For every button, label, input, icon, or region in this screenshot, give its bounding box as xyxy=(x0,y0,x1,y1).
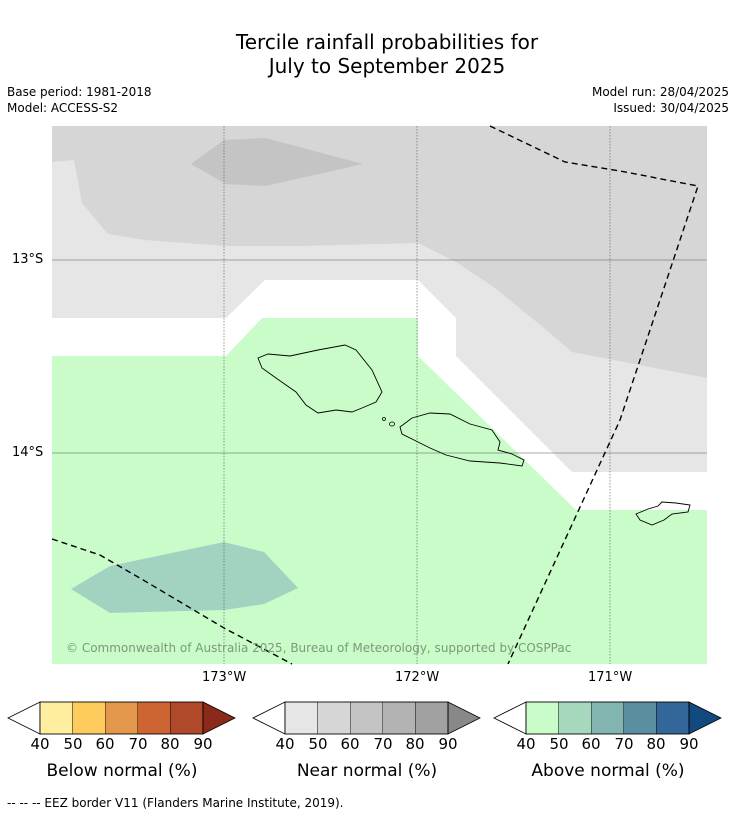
colorbar-segment xyxy=(170,701,204,735)
tick-label: 90 xyxy=(193,735,213,753)
model-run: Model run: 28/04/2025 xyxy=(591,85,729,99)
colorbar-segment xyxy=(525,701,559,735)
upolu-island xyxy=(399,412,525,467)
colorbar-segment xyxy=(590,701,624,735)
legend-above-normal xyxy=(493,701,722,735)
colorbar-segment xyxy=(558,701,592,735)
tick-label: 80 xyxy=(405,735,425,753)
tick-label: 70 xyxy=(373,735,393,753)
tick-label: 80 xyxy=(646,735,666,753)
savaii-island xyxy=(257,344,383,414)
tick-label: 90 xyxy=(679,735,699,753)
colorbar-segment xyxy=(656,701,690,735)
colorbar-segment xyxy=(349,701,383,735)
lon-label-171w: 171°W xyxy=(588,670,633,685)
lat-label-13s: 13°S xyxy=(12,252,44,267)
colorbar-max-arrow xyxy=(202,701,236,735)
near-normal-50-region xyxy=(52,126,707,378)
colorbar-segment xyxy=(137,701,171,735)
colorbar-min-arrow xyxy=(252,701,286,735)
colorbar-max-arrow xyxy=(447,701,481,735)
colorbar-segment xyxy=(382,701,416,735)
tick-label: 40 xyxy=(275,735,295,753)
copyright-credit: © Commonwealth of Australia 2025, Bureau… xyxy=(66,641,572,655)
colorbar-segment xyxy=(39,701,73,735)
above-normal-50-region xyxy=(71,542,298,613)
gridlines xyxy=(52,126,707,664)
colorbar-min-arrow xyxy=(7,701,41,735)
near-normal-60-region xyxy=(191,138,363,186)
legend-near-normal xyxy=(252,701,481,735)
colorbar-frame xyxy=(39,701,204,735)
model-name: Model: ACCESS-S2 xyxy=(7,101,119,115)
tutuila-island xyxy=(635,501,691,526)
lon-label-173w: 173°W xyxy=(202,670,247,685)
colorbar-segment xyxy=(317,701,351,735)
meta-right: Model run: 28/04/2025 Issued: 30/04/2025 xyxy=(592,84,729,116)
tick-label: 70 xyxy=(128,735,148,753)
meta-left: Base period: 1981-2018 Model: ACCESS-S2 xyxy=(7,84,152,116)
tick-label: 50 xyxy=(63,735,83,753)
colorbar-segment xyxy=(415,701,449,735)
apolima-island xyxy=(389,421,395,427)
tick-label: 50 xyxy=(549,735,569,753)
issued-date: Issued: 30/04/2025 xyxy=(613,101,729,115)
colorbar-segment xyxy=(104,701,138,735)
colorbar-frame xyxy=(525,701,690,735)
tick-label: 70 xyxy=(614,735,634,753)
title-line-1: Tercile rainfall probabilities for xyxy=(235,30,539,54)
map-title: Tercile rainfall probabilities for July … xyxy=(0,30,736,78)
colorbar-segment xyxy=(623,701,657,735)
tick-label: 60 xyxy=(581,735,601,753)
tick-label: 60 xyxy=(340,735,360,753)
base-period: Base period: 1981-2018 xyxy=(7,85,152,99)
manono-island xyxy=(382,417,386,421)
legend-title-above: Above normal (%) xyxy=(531,761,685,781)
legend-title-below: Below normal (%) xyxy=(46,761,198,781)
colorbar-frame xyxy=(284,701,449,735)
colorbar-segment xyxy=(284,701,318,735)
lat-label-14s: 14°S xyxy=(12,445,44,460)
eez-footnote: -- -- -- EEZ border V11 (Flanders Marine… xyxy=(7,796,344,810)
colorbar-segment xyxy=(72,701,106,735)
tick-label: 90 xyxy=(438,735,458,753)
tick-label: 60 xyxy=(95,735,115,753)
colorbar-min-arrow xyxy=(493,701,527,735)
tick-label: 40 xyxy=(30,735,50,753)
legend-below-normal xyxy=(7,701,236,735)
tick-label: 40 xyxy=(516,735,536,753)
tick-label: 80 xyxy=(160,735,180,753)
colorbar-max-arrow xyxy=(688,701,722,735)
lon-label-172w: 172°W xyxy=(395,670,440,685)
title-line-2: July to September 2025 xyxy=(268,54,506,78)
legend-title-near: Near normal (%) xyxy=(296,761,438,781)
eez-border xyxy=(51,125,699,665)
tick-label: 50 xyxy=(308,735,328,753)
